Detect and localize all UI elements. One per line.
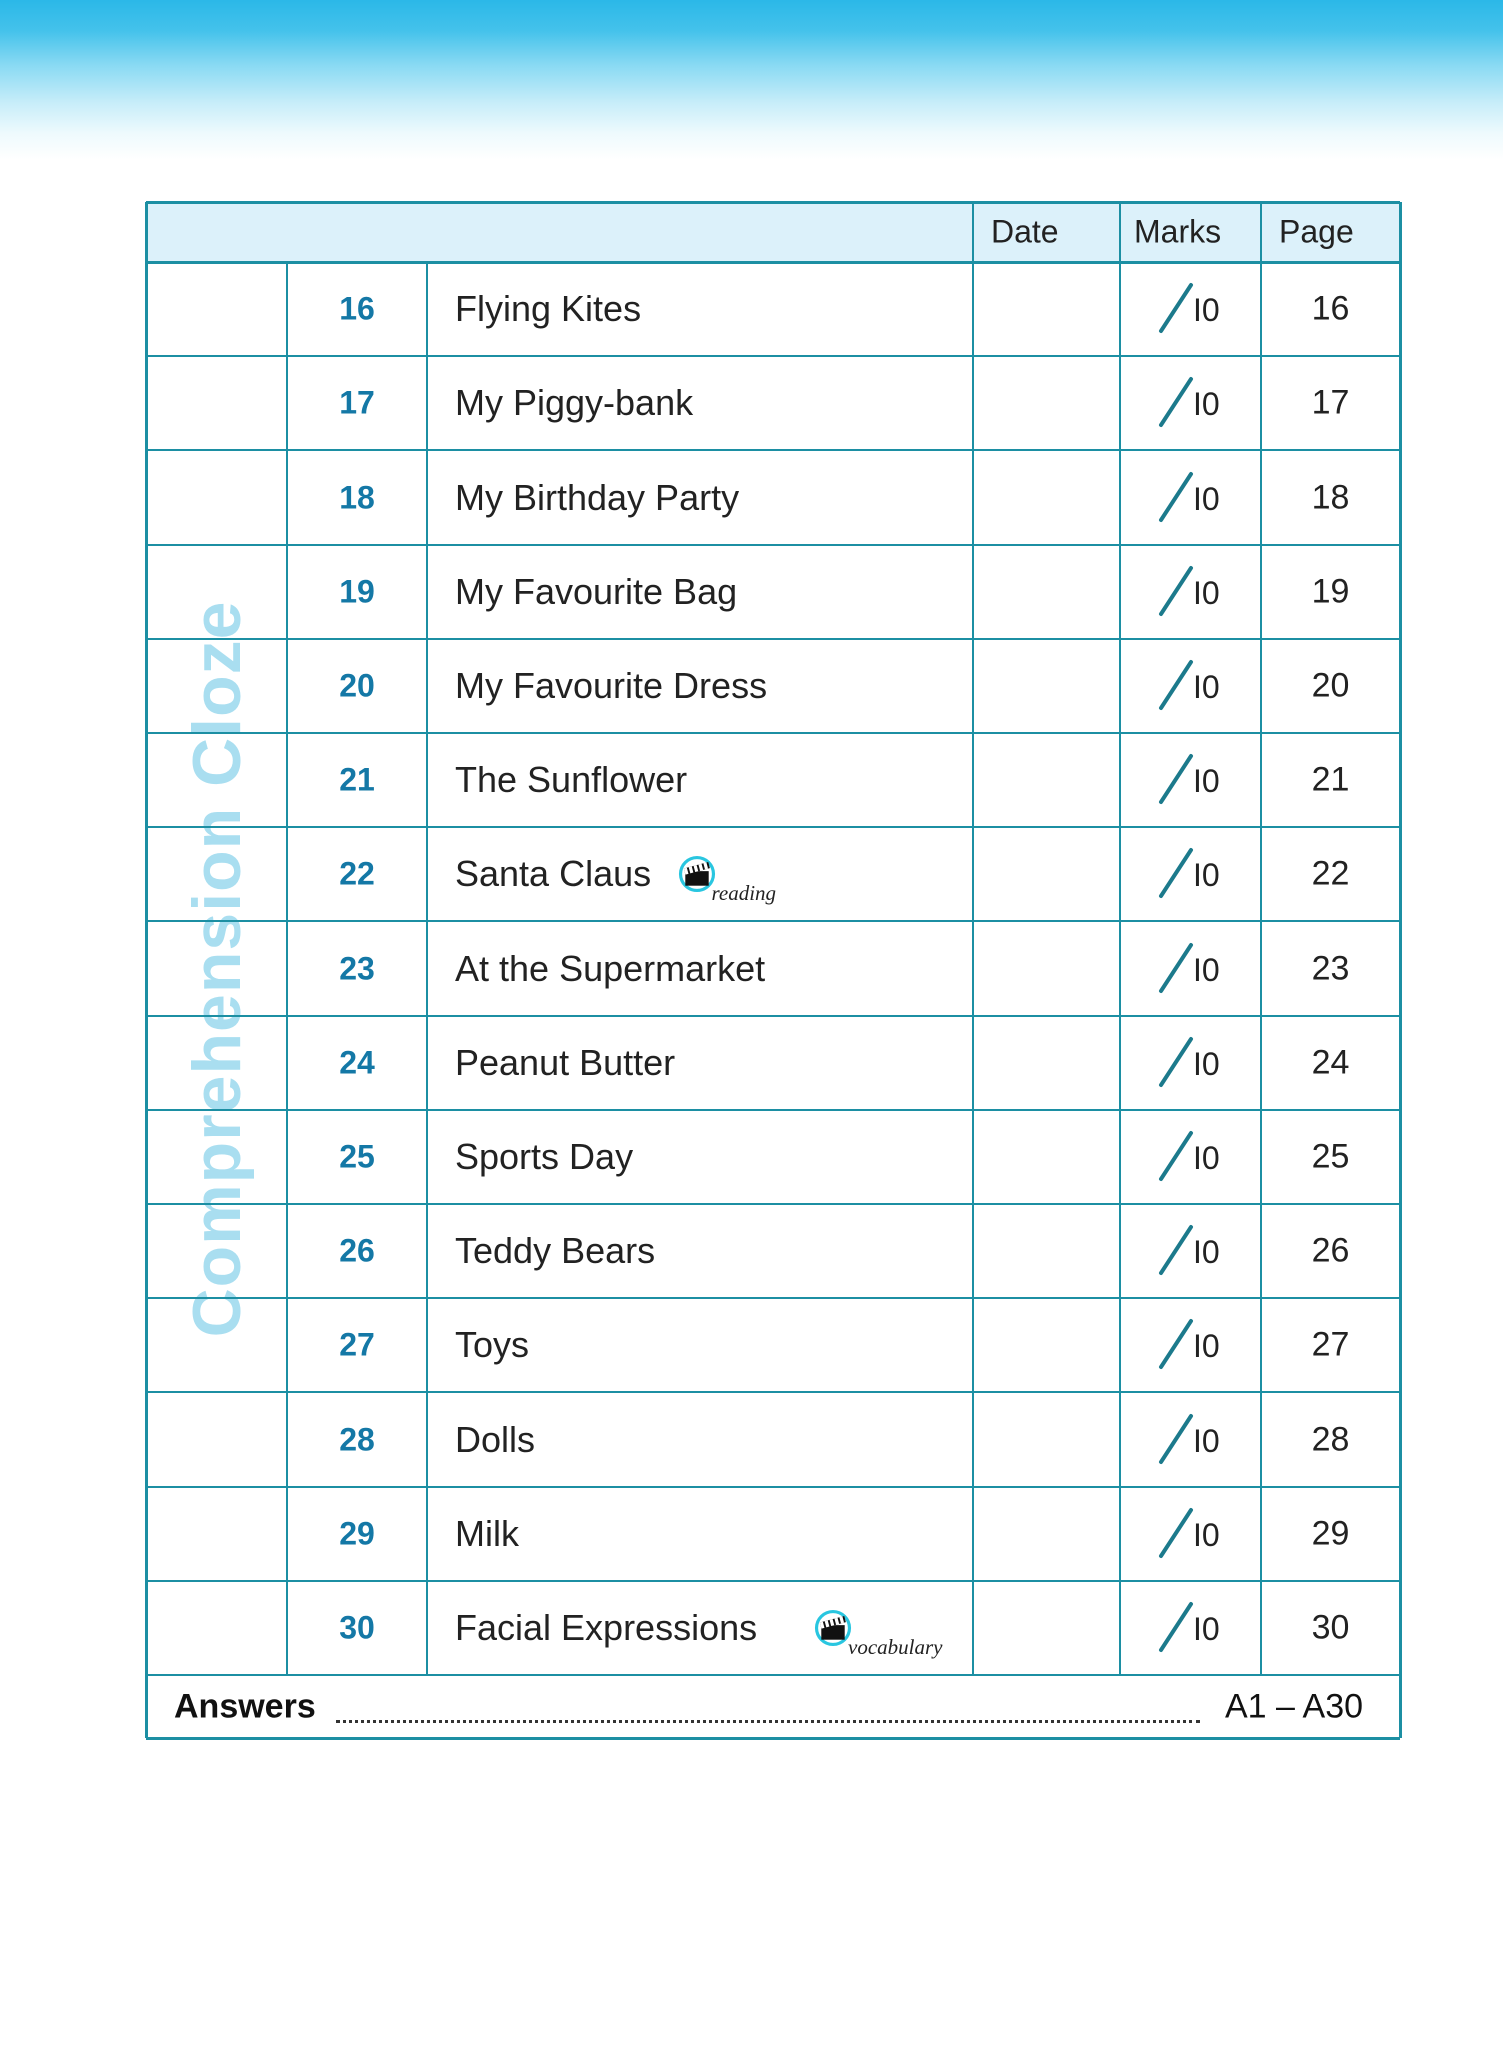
svg-text:I0: I0 xyxy=(1193,575,1220,611)
svg-text:I0: I0 xyxy=(1193,481,1220,517)
svg-text:I0: I0 xyxy=(1193,1423,1220,1459)
svg-text:I0: I0 xyxy=(1193,669,1220,705)
svg-text:I0: I0 xyxy=(1193,952,1220,988)
svg-text:I0: I0 xyxy=(1193,292,1220,328)
svg-text:I0: I0 xyxy=(1193,1046,1220,1082)
svg-text:I0: I0 xyxy=(1193,763,1220,799)
svg-text:I0: I0 xyxy=(1193,857,1220,893)
svg-text:I0: I0 xyxy=(1193,386,1220,422)
svg-text:I0: I0 xyxy=(1193,1611,1220,1647)
svg-text:I0: I0 xyxy=(1193,1234,1220,1270)
svg-text:I0: I0 xyxy=(1193,1517,1220,1553)
svg-text:I0: I0 xyxy=(1193,1328,1220,1364)
svg-text:I0: I0 xyxy=(1193,1140,1220,1176)
